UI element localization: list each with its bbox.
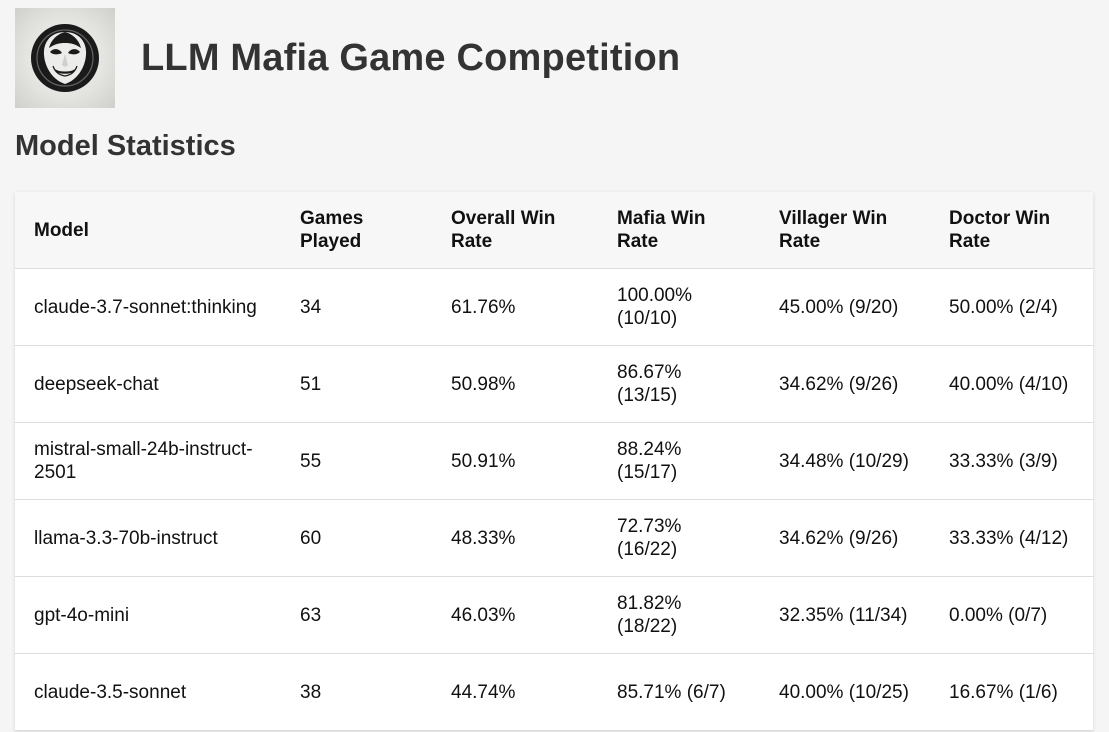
villager-win-rate-cell: 34.62% (9/26) — [760, 499, 930, 577]
mafia-win-rate-cell: 88.24% (15/17) — [598, 422, 760, 500]
mafia-win-rate-cell: 86.67% (13/15) — [598, 345, 760, 423]
table-row: claude-3.5-sonnet 38 44.74% 85.71% (6/7)… — [15, 653, 1093, 731]
model-name-cell: claude-3.5-sonnet — [15, 653, 281, 731]
doctor-win-rate-cell: 16.67% (1/6) — [930, 653, 1093, 731]
model-name-cell: llama-3.3-70b-instruct — [15, 499, 281, 577]
column-header-villager-win-rate: Villager Win Rate — [760, 192, 930, 269]
doctor-win-rate-cell: 40.00% (4/10) — [930, 345, 1093, 423]
column-header-mafia-win-rate: Mafia Win Rate — [598, 192, 760, 269]
mafia-mask-icon — [31, 24, 99, 92]
page-title: LLM Mafia Game Competition — [141, 36, 681, 79]
games-played-cell: 63 — [281, 576, 432, 654]
section-title: Model Statistics — [15, 130, 236, 162]
games-played-cell: 55 — [281, 422, 432, 500]
villager-win-rate-cell: 32.35% (11/34) — [760, 576, 930, 654]
page-header: LLM Mafia Game Competition — [15, 8, 680, 108]
villager-win-rate-cell: 40.00% (10/25) — [760, 653, 930, 731]
column-header-model: Model — [15, 192, 281, 269]
model-name-cell: mistral-small-24b-instruct-2501 — [15, 422, 281, 500]
doctor-win-rate-cell: 33.33% (4/12) — [930, 499, 1093, 577]
table-row: gpt-4o-mini 63 46.03% 81.82% (18/22) 32.… — [15, 576, 1093, 654]
column-header-doctor-win-rate: Doctor Win Rate — [930, 192, 1093, 269]
mafia-win-rate-cell: 85.71% (6/7) — [598, 653, 760, 731]
villager-win-rate-cell: 34.48% (10/29) — [760, 422, 930, 500]
column-header-overall-win-rate: Overall Win Rate — [432, 192, 598, 269]
table-row: claude-3.7-sonnet:thinking 34 61.76% 100… — [15, 268, 1093, 346]
doctor-win-rate-cell: 0.00% (0/7) — [930, 576, 1093, 654]
table-row: mistral-small-24b-instruct-2501 55 50.91… — [15, 422, 1093, 500]
doctor-win-rate-cell: 50.00% (2/4) — [930, 268, 1093, 346]
games-played-cell: 38 — [281, 653, 432, 731]
overall-win-rate-cell: 48.33% — [432, 499, 598, 577]
overall-win-rate-cell: 50.98% — [432, 345, 598, 423]
model-name-cell: deepseek-chat — [15, 345, 281, 423]
table-row: llama-3.3-70b-instruct 60 48.33% 72.73% … — [15, 499, 1093, 577]
overall-win-rate-cell: 61.76% — [432, 268, 598, 346]
mafia-win-rate-cell: 72.73% (16/22) — [598, 499, 760, 577]
table-row: deepseek-chat 51 50.98% 86.67% (13/15) 3… — [15, 345, 1093, 423]
model-name-cell: gpt-4o-mini — [15, 576, 281, 654]
overall-win-rate-cell: 46.03% — [432, 576, 598, 654]
doctor-win-rate-cell: 33.33% (3/9) — [930, 422, 1093, 500]
villager-win-rate-cell: 34.62% (9/26) — [760, 345, 930, 423]
model-name-cell: claude-3.7-sonnet:thinking — [15, 268, 281, 346]
model-statistics-table: Model Games Played Overall Win Rate Mafi… — [15, 192, 1093, 731]
logo — [15, 8, 115, 108]
villager-win-rate-cell: 45.00% (9/20) — [760, 268, 930, 346]
overall-win-rate-cell: 50.91% — [432, 422, 598, 500]
games-played-cell: 51 — [281, 345, 432, 423]
mafia-win-rate-cell: 100.00% (10/10) — [598, 268, 760, 346]
games-played-cell: 60 — [281, 499, 432, 577]
column-header-games-played: Games Played — [281, 192, 432, 269]
model-statistics-table-card: Model Games Played Overall Win Rate Mafi… — [15, 192, 1093, 731]
mafia-win-rate-cell: 81.82% (18/22) — [598, 576, 760, 654]
table-header-row: Model Games Played Overall Win Rate Mafi… — [15, 192, 1093, 269]
games-played-cell: 34 — [281, 268, 432, 346]
overall-win-rate-cell: 44.74% — [432, 653, 598, 731]
